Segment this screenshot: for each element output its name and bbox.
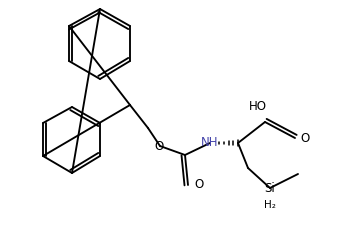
- Text: O: O: [300, 131, 309, 145]
- Text: O: O: [194, 178, 203, 192]
- Text: Si: Si: [265, 182, 275, 195]
- Text: NH: NH: [201, 136, 219, 150]
- Text: O: O: [154, 140, 164, 153]
- Text: H₂: H₂: [264, 200, 276, 210]
- Text: HO: HO: [249, 101, 267, 114]
